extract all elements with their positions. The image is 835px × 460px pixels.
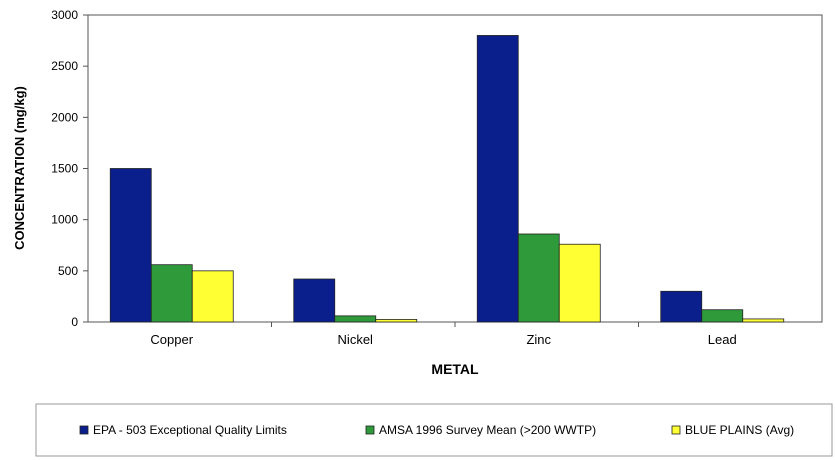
legend-frame [35, 403, 833, 457]
y-tick-label: 3000 [51, 8, 78, 22]
legend-swatch [365, 425, 375, 435]
x-tick-label: Lead [708, 332, 737, 347]
x-tick-label: Copper [150, 332, 193, 347]
bar-zinc-series-1 [476, 35, 519, 323]
bar-lead-series-3 [742, 318, 785, 323]
bar-lead-series-2 [701, 309, 744, 323]
y-tick-label: 500 [58, 264, 78, 278]
bar-lead-series-1 [660, 290, 703, 323]
legend-label: AMSA 1996 Survey Mean (>200 WWTP) [379, 423, 596, 437]
legend: EPA - 503 Exceptional Quality Limits AMSA… [35, 403, 833, 457]
bar-zinc-series-2 [517, 233, 560, 323]
legend-swatch [79, 425, 89, 435]
y-axis-label: CONCENTRATION (mg/kg) [12, 86, 27, 250]
bar-nickel-series-1 [293, 278, 336, 323]
bar-copper-series-2 [150, 264, 193, 323]
y-axis: 0 500 1000 1500 2000 2500 3000 [51, 8, 88, 329]
y-tick-label: 1500 [51, 162, 78, 176]
bar-copper-series-1 [109, 168, 152, 323]
legend-swatch [671, 425, 681, 435]
y-tick-label: 2000 [51, 110, 78, 124]
y-tick-label: 2500 [51, 59, 78, 73]
x-tick-label: Zinc [526, 332, 551, 347]
plot-area [87, 14, 823, 323]
legend-label: EPA - 503 Exceptional Quality Limits [93, 423, 287, 437]
x-axis-label: METAL [431, 361, 479, 377]
bar-zinc-series-3 [558, 243, 601, 323]
x-axis: Copper Nickel Zinc Lead [150, 322, 737, 347]
bar-nickel-series-3 [375, 319, 418, 323]
bar-nickel-series-2 [334, 315, 377, 323]
y-tick-label: 1000 [51, 213, 78, 227]
x-tick-label: Nickel [338, 332, 374, 347]
legend-label: BLUE PLAINS (Avg) [685, 423, 794, 437]
bar-copper-series-3 [191, 270, 234, 323]
y-tick-label: 0 [71, 315, 78, 329]
